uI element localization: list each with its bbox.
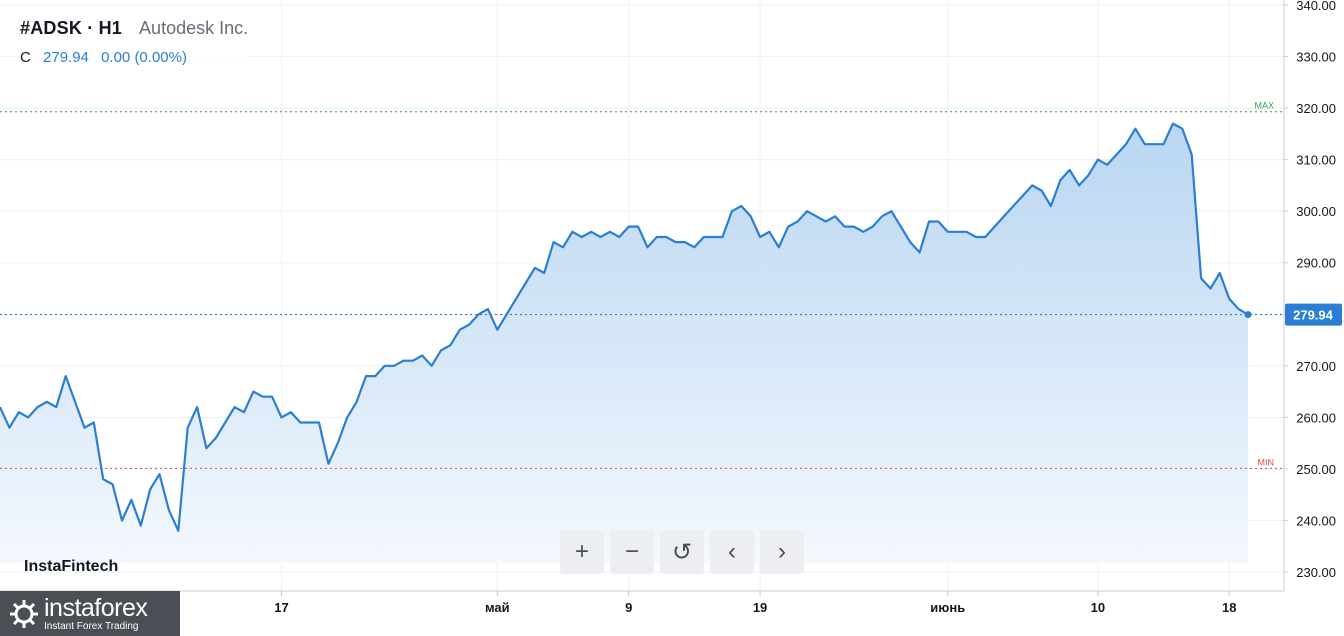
x-tick-label: 17 (274, 600, 288, 615)
y-tick-label: 320.00 (1296, 101, 1336, 116)
plus-icon: + (574, 538, 589, 565)
y-tick-label: 270.00 (1296, 359, 1336, 374)
x-tick-label: 18 (1222, 600, 1236, 615)
last-price-point (1244, 311, 1252, 319)
reset-icon: ↺ (671, 538, 693, 566)
price-area-fill (0, 123, 1248, 563)
y-axis: 230.00240.00250.00260.00270.00280.00290.… (1284, 0, 1336, 580)
zoom-out-button[interactable]: − (610, 530, 654, 574)
scroll-right-button[interactable]: › (760, 530, 804, 574)
x-tick-label: 9 (625, 600, 632, 615)
x-tick-label: 10 (1091, 600, 1105, 615)
scroll-left-button[interactable]: ‹ (710, 530, 754, 574)
y-tick-label: 340.00 (1296, 0, 1336, 13)
chart-navigation: + − ↺ ‹ › (560, 530, 804, 574)
last-price-badge-bg (1285, 303, 1342, 326)
logo-text: instaforex Instant Forex Trading (44, 593, 148, 632)
symbol-line: #ADSK · H1 Autodesk Inc. (20, 18, 248, 39)
instaforex-logo-icon (10, 599, 38, 628)
minus-icon: − (624, 538, 639, 565)
company-name: Autodesk Inc. (139, 18, 249, 38)
price-line (0, 122, 1249, 532)
min-label: MIN (1258, 457, 1275, 467)
last-price-label: 279.94 (1293, 308, 1334, 323)
logo-tagline: Instant Forex Trading (44, 620, 139, 632)
x-axis: 17май919июнь1018июль9 (274, 591, 1236, 615)
x-tick-label: 19 (753, 600, 767, 615)
x-tick-label: май (485, 600, 510, 615)
brand-label: InstaFintech (24, 558, 119, 575)
close-label: C (20, 49, 31, 66)
x-tick-label: июнь (930, 600, 965, 615)
instaforex-logo[interactable]: instaforex Instant Forex Trading (0, 591, 180, 636)
y-tick-label: 330.00 (1296, 50, 1336, 65)
y-tick-label: 240.00 (1296, 513, 1336, 528)
y-tick-label: 300.00 (1296, 204, 1336, 219)
change-value: 0.00 (0.00%) (101, 49, 187, 66)
y-tick-label: 310.00 (1296, 153, 1336, 168)
symbol-label: #ADSK · H1 (20, 18, 123, 38)
max-label: MAX (1254, 101, 1274, 111)
chart-header: #ADSK · H1 Autodesk Inc. C 279.94 0.00 (… (20, 18, 249, 66)
y-tick-label: 250.00 (1296, 462, 1336, 477)
y-tick-label: 290.00 (1296, 256, 1336, 271)
logo-name: instaforex (44, 593, 148, 622)
chevron-right-icon: › (778, 538, 786, 565)
quote-line: C 279.94 0.00 (0.00%) (20, 49, 249, 66)
zoom-in-button[interactable]: + (560, 530, 604, 574)
y-tick-label: 230.00 (1296, 565, 1336, 580)
reset-button[interactable]: ↺ (660, 530, 704, 574)
close-value: 279.94 (43, 49, 89, 66)
y-tick-label: 260.00 (1296, 410, 1336, 425)
reference-lines: MAX MIN (0, 101, 1284, 469)
last-price-badge: 279.94 (1285, 303, 1342, 326)
chevron-left-icon: ‹ (728, 538, 736, 565)
